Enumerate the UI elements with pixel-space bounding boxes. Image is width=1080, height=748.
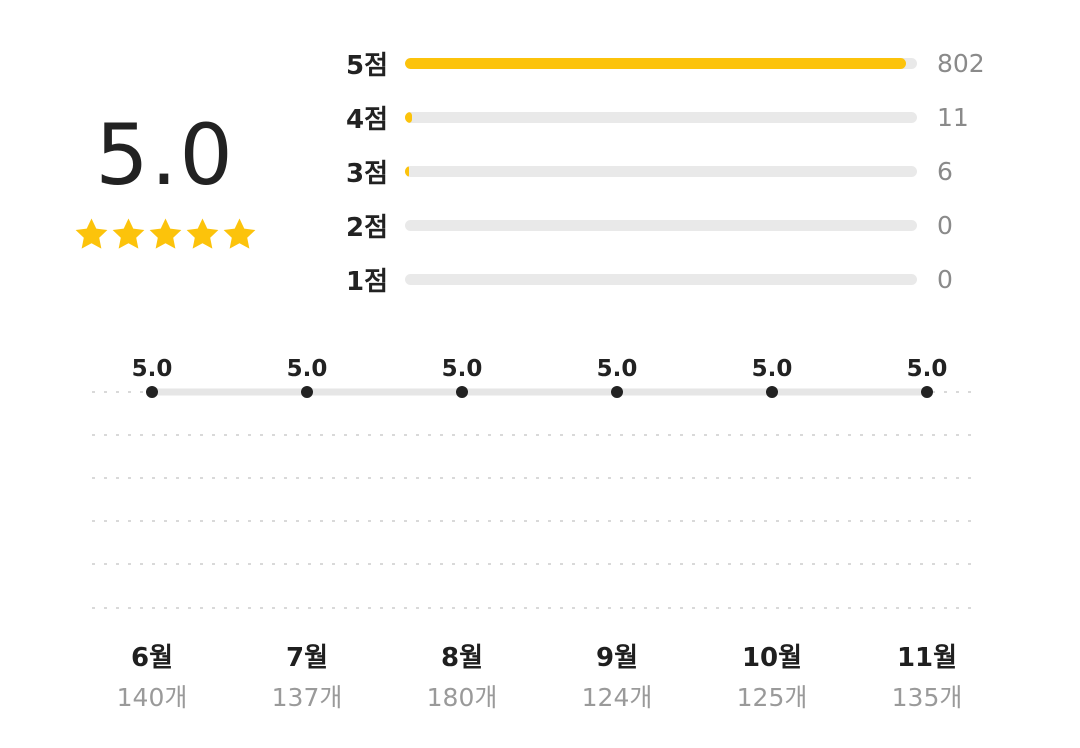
review-count-label: 135개: [892, 683, 963, 712]
data-value-label: 5.0: [752, 356, 793, 382]
distribution-row: 1점 0: [330, 252, 1010, 306]
average-score: 5.0: [95, 106, 235, 204]
data-value-label: 5.0: [287, 356, 328, 382]
data-point: [921, 386, 933, 398]
data-value-label: 5.0: [442, 356, 483, 382]
month-label: 9월: [596, 643, 638, 673]
distribution-bar-track: [405, 219, 917, 231]
data-point: [456, 386, 468, 398]
review-count-label: 180개: [427, 683, 498, 712]
distribution-bar-fill: [405, 165, 409, 177]
data-value-label: 5.0: [907, 356, 948, 382]
score-label: 5점: [345, 50, 388, 81]
score-label: 3점: [345, 158, 388, 189]
rating-summary: 5.0: [60, 100, 270, 253]
star-icon: [110, 216, 147, 253]
star-icon: [184, 216, 221, 253]
distribution-row: 2점 0: [330, 198, 1010, 252]
distribution-row: 4점 11: [330, 90, 1010, 144]
distribution-bar-track: [405, 57, 917, 69]
score-label: 2점: [345, 212, 388, 243]
monthly-rating-chart-svg: 5.0 6월 140개 5.0 7월 137개 5.0 8월 180개 5.0 9월 124개 5.0 1…: [92, 356, 980, 712]
score-label: 1점: [345, 266, 388, 297]
score-count: 6: [937, 156, 953, 186]
month-label: 6월: [131, 643, 173, 673]
star-icon: [221, 216, 258, 253]
distribution-bar-fill: [405, 111, 412, 123]
distribution-bar-track: [405, 165, 917, 177]
review-count-label: 124개: [582, 683, 653, 712]
score-count: 11: [937, 102, 969, 132]
data-value-label: 5.0: [597, 356, 638, 382]
review-count-label: 137개: [272, 683, 343, 712]
data-point: [611, 386, 623, 398]
distribution-bar-track: [405, 111, 917, 123]
score-count: 802: [937, 48, 985, 78]
score-distribution: 5점 802 4점 11 3점 6 2점 0 1점 0: [330, 36, 1010, 306]
star-icon: [73, 216, 110, 253]
distribution-bar-track: [405, 273, 917, 285]
data-point: [301, 386, 313, 398]
score-label: 4점: [345, 104, 388, 135]
distribution-bar-fill: [405, 57, 907, 69]
distribution-row: 5점 802: [330, 36, 1010, 90]
distribution-row: 3점 6: [330, 144, 1010, 198]
month-label: 11월: [897, 643, 957, 673]
data-point: [146, 386, 158, 398]
review-count-label: 140개: [117, 683, 188, 712]
score-count: 0: [937, 210, 953, 240]
data-value-label: 5.0: [132, 356, 173, 382]
data-point: [766, 386, 778, 398]
monthly-rating-chart: 5.0 6월 140개 5.0 7월 137개 5.0 8월 180개 5.0 9월 124개 5.0 1…: [0, 340, 1080, 740]
star-icon: [147, 216, 184, 253]
score-count: 0: [937, 264, 953, 294]
month-label: 10월: [742, 643, 802, 673]
review-count-label: 125개: [737, 683, 808, 712]
month-label: 7월: [286, 643, 328, 673]
month-label: 8월: [441, 643, 483, 673]
star-rating: [60, 216, 270, 253]
